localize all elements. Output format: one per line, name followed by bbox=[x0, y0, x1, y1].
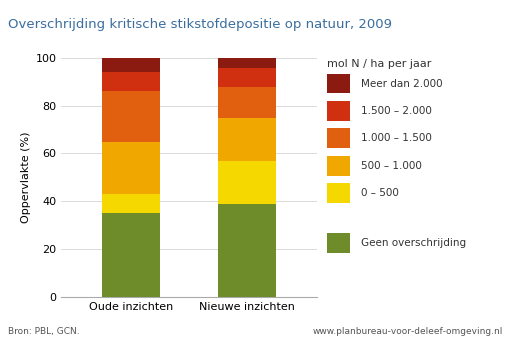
Text: Bron: PBL, GCN.: Bron: PBL, GCN. bbox=[8, 327, 79, 336]
Bar bbox=[327, 74, 351, 93]
Bar bbox=[218, 204, 276, 297]
Bar bbox=[327, 156, 351, 176]
Text: Geen overschrijding: Geen overschrijding bbox=[361, 238, 466, 248]
Bar bbox=[102, 58, 160, 72]
Text: 0 – 500: 0 – 500 bbox=[361, 188, 399, 198]
Bar bbox=[102, 213, 160, 297]
Bar bbox=[102, 142, 160, 194]
Bar bbox=[102, 194, 160, 213]
Bar bbox=[327, 128, 351, 148]
Y-axis label: Oppervlakte (%): Oppervlakte (%) bbox=[21, 132, 31, 223]
Text: 1.500 – 2.000: 1.500 – 2.000 bbox=[361, 106, 432, 116]
Text: Overschrijding kritische stikstofdepositie op natuur, 2009: Overschrijding kritische stikstofdeposit… bbox=[8, 18, 391, 31]
Bar bbox=[218, 58, 276, 68]
Text: Meer dan 2.000: Meer dan 2.000 bbox=[361, 78, 443, 89]
Text: mol N / ha per jaar: mol N / ha per jaar bbox=[327, 59, 431, 69]
Bar bbox=[102, 91, 160, 142]
Bar bbox=[327, 233, 351, 253]
Bar bbox=[218, 118, 276, 161]
Bar bbox=[218, 68, 276, 87]
Bar bbox=[218, 87, 276, 118]
Text: 1.000 – 1.500: 1.000 – 1.500 bbox=[361, 133, 432, 143]
Text: www.planbureau­voor­deleef­omgeving.nl: www.planbureau­voor­deleef­omgeving.nl bbox=[313, 327, 503, 336]
Bar bbox=[327, 183, 351, 203]
Bar bbox=[102, 72, 160, 91]
Bar bbox=[327, 101, 351, 121]
Bar bbox=[218, 161, 276, 204]
Text: 500 – 1.000: 500 – 1.000 bbox=[361, 161, 422, 170]
